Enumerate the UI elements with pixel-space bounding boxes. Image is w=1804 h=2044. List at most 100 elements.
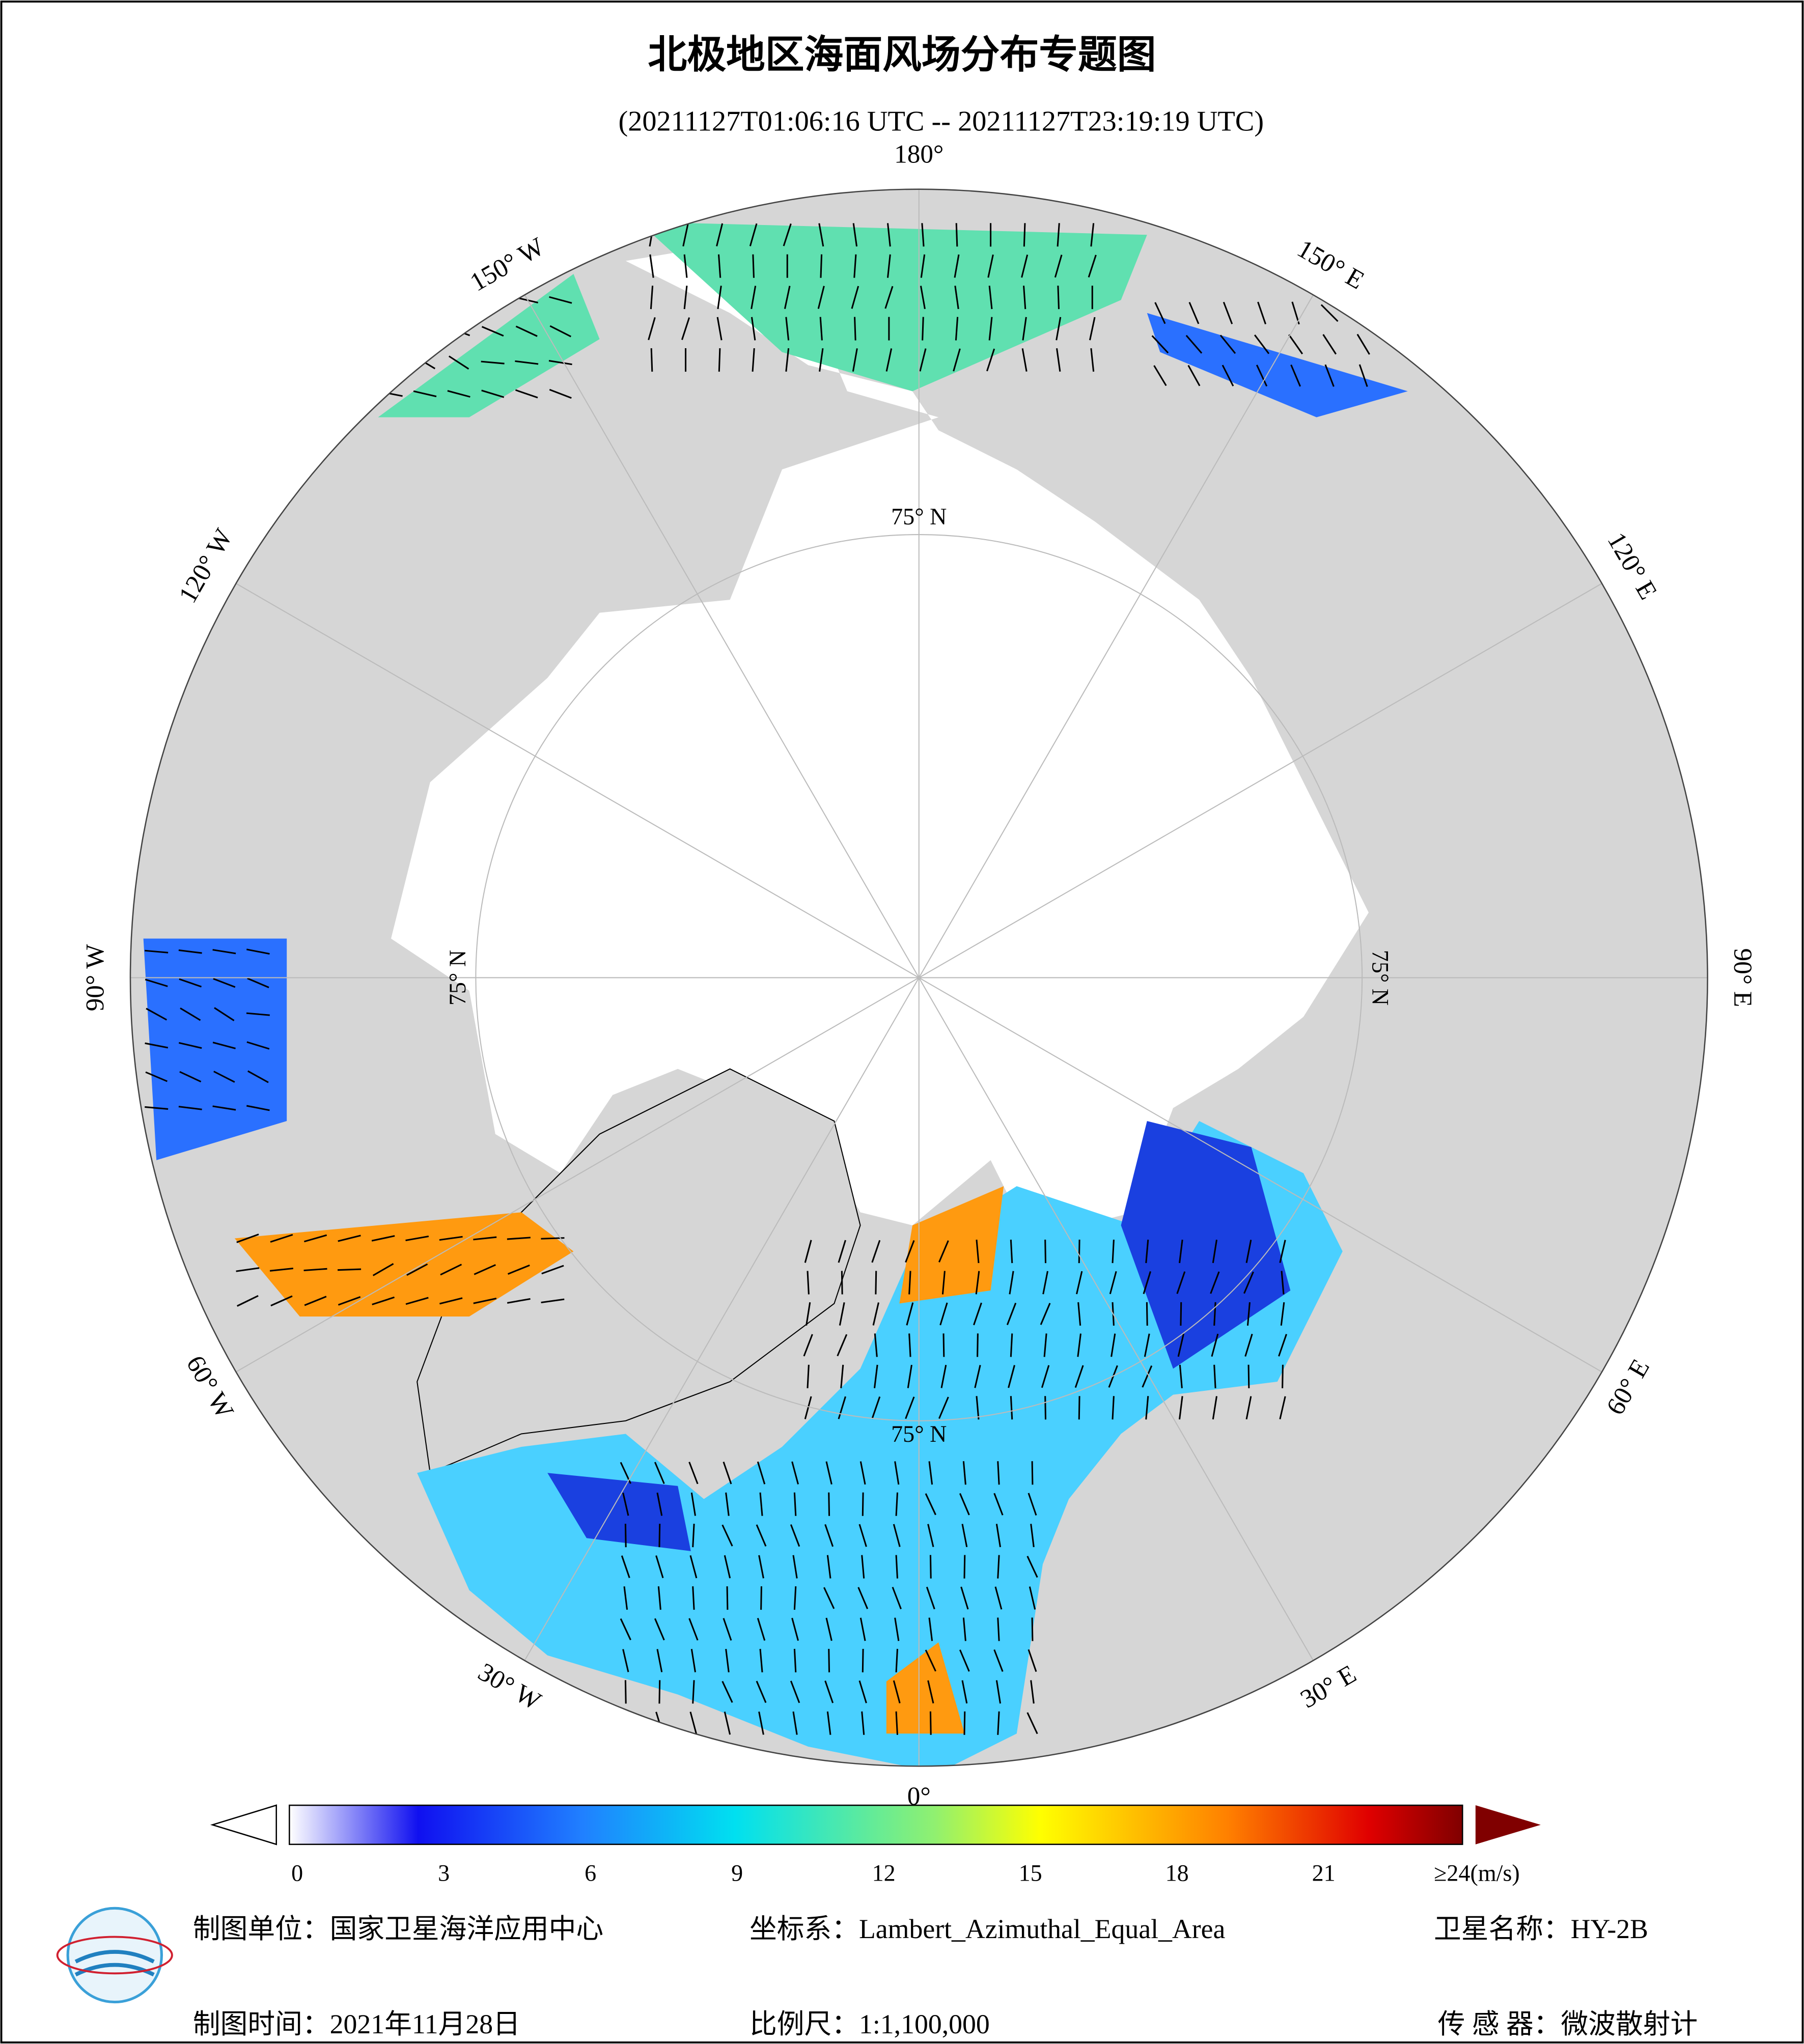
wind-arrow <box>826 1555 831 1579</box>
wind-arrow <box>759 1648 763 1672</box>
colorbar: 0 3 6 9 12 15 18 21 ≥24(m/s) <box>210 1804 1541 1886</box>
wind-arrow <box>1010 1333 1013 1357</box>
wind-arrow <box>1030 1524 1035 1548</box>
wind-arrow <box>681 317 690 340</box>
wind-arrow <box>859 1461 866 1485</box>
wind-arrow <box>792 1711 798 1735</box>
wind-arrow <box>179 978 202 988</box>
wind-arrow <box>995 1524 1002 1548</box>
wind-arrow <box>1054 255 1063 278</box>
wind-arrow <box>447 390 470 398</box>
wind-arrow <box>515 360 539 365</box>
wind-arrow <box>1142 1365 1153 1388</box>
wind-arrow <box>954 286 959 310</box>
wind-arrow <box>963 1555 966 1579</box>
wind-arrow <box>960 1586 969 1610</box>
wind-arrow <box>269 1267 294 1272</box>
wind-arrow <box>851 286 859 309</box>
wind-arrow <box>1245 1396 1252 1420</box>
wind-arrow <box>905 1240 915 1263</box>
wind-arrow <box>1021 348 1028 372</box>
wind-arrow <box>413 390 437 398</box>
wind-arrow <box>212 1042 236 1050</box>
wind-arrow <box>549 296 572 304</box>
wind-arrow <box>473 1236 497 1241</box>
wind-arrow <box>1179 1239 1183 1264</box>
colorbar-max-arrow <box>1475 1805 1541 1844</box>
wind-arrow <box>838 1240 846 1263</box>
wind-arrow <box>853 254 857 278</box>
wind-arrow <box>180 1007 201 1021</box>
wind-arrow <box>541 1265 564 1275</box>
wind-arrow <box>692 1586 695 1610</box>
wind-arrow <box>895 1648 898 1672</box>
latitude-labels: 75° N 75° N 75° N 75° N <box>445 503 1393 1447</box>
wind-arrow <box>959 1493 970 1516</box>
wind-arrow <box>507 1298 531 1304</box>
wind-arrow <box>825 1617 832 1641</box>
wind-arrow <box>1042 1271 1049 1295</box>
colorbar-tick-label: 18 <box>1165 1860 1189 1886</box>
wind-arrow <box>922 317 924 341</box>
colorbar-min-arrow <box>210 1804 277 1845</box>
wind-field-west <box>143 313 1408 1160</box>
wind-arrow <box>839 1302 845 1326</box>
wind-arrow <box>758 1711 764 1735</box>
wind-arrow <box>804 1396 812 1419</box>
wind-arrow <box>1187 365 1201 386</box>
wind-arrow <box>1031 1461 1034 1485</box>
wind-arrow <box>894 1461 900 1485</box>
wind-arrow <box>724 1555 731 1579</box>
wind-arrow <box>683 286 688 310</box>
satellite: 卫星名称：HY-2B <box>1434 1914 1648 1944</box>
wind-arrow <box>837 1334 848 1357</box>
wind-arrow <box>893 1524 901 1547</box>
wind-arrow <box>1056 317 1062 341</box>
wind-arrow <box>807 1364 810 1388</box>
wind-arrow <box>919 348 927 372</box>
wind-arrow <box>905 1396 915 1419</box>
wind-arrow <box>655 1555 664 1579</box>
wind-arrow <box>792 1555 798 1579</box>
wind-arrow <box>857 1587 869 1609</box>
producer: 制图单位：国家卫星海洋应用中心 <box>193 1914 603 1944</box>
wind-arrow <box>1109 1271 1117 1295</box>
wind-arrow <box>692 1524 695 1548</box>
wind-arrow <box>213 978 236 988</box>
wind-arrow <box>997 1617 1000 1641</box>
sensor: 传 感 器：微波散射计 <box>1438 2009 1698 2039</box>
wind-arrow <box>338 1296 361 1306</box>
wind-arrow <box>1278 1334 1287 1357</box>
graticule <box>130 189 1708 1767</box>
wind-arrow <box>724 1711 731 1735</box>
wind-arrow <box>1257 301 1267 325</box>
wind-arrow <box>725 1492 730 1516</box>
wind-arrow <box>818 223 824 247</box>
wind-arrow <box>1111 1333 1116 1357</box>
wind-arrow <box>1026 1712 1038 1734</box>
wind-arrow <box>179 1071 202 1083</box>
wind-arrow <box>884 286 894 309</box>
wind-arrow <box>405 1297 429 1305</box>
wind-arrow <box>826 1711 831 1735</box>
wind-arrow <box>1030 1680 1035 1704</box>
wind-arrow <box>1356 333 1370 355</box>
wind-arrow <box>1112 1239 1115 1264</box>
wind-arrow <box>760 1586 762 1610</box>
wind-arrow <box>624 1680 627 1704</box>
wind-arrow <box>823 1587 835 1609</box>
wind-arrow <box>1244 1333 1253 1357</box>
wind-arrow <box>270 1234 293 1243</box>
wind-arrow <box>819 317 823 341</box>
wind-arrow <box>757 1461 766 1485</box>
wind-arrow <box>1213 1364 1216 1388</box>
wind-arrow <box>717 254 721 278</box>
wind-arrow <box>791 1461 799 1485</box>
wind-arrow <box>976 1396 980 1420</box>
wind-arrow <box>1188 302 1200 324</box>
wind-arrow <box>1281 1271 1285 1295</box>
wind-arrow <box>1247 1364 1250 1388</box>
wind-arrow <box>145 978 168 987</box>
wind-arrow <box>907 1364 912 1388</box>
wind-arrow <box>756 1681 767 1703</box>
